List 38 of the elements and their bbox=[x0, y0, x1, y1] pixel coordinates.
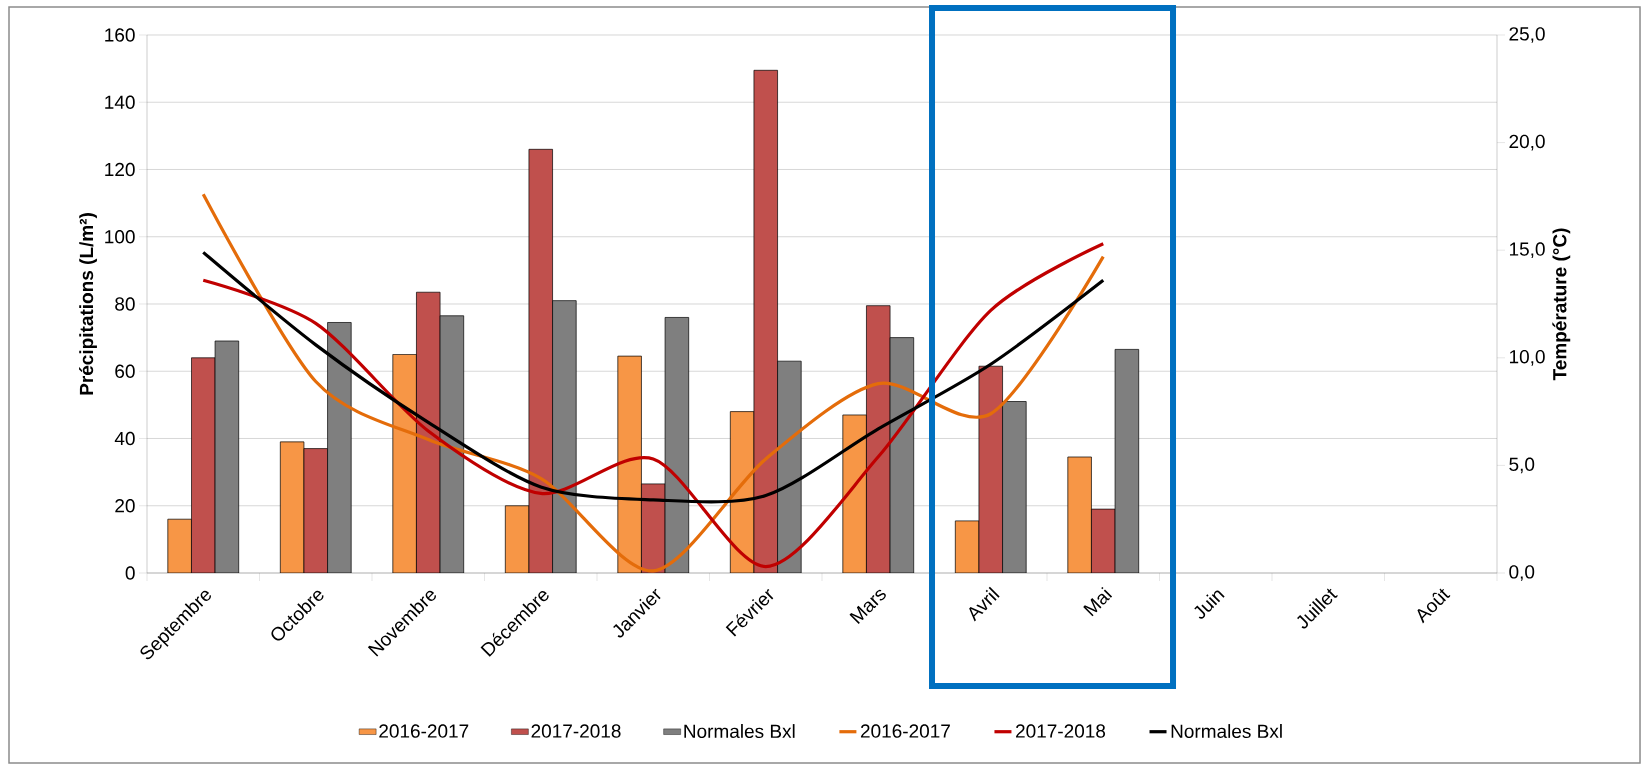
y2-tick-label: 25,0 bbox=[1509, 27, 1545, 43]
bar bbox=[167, 518, 192, 573]
bar bbox=[617, 355, 642, 573]
y-axis-title: Précipitations (L/m²) bbox=[79, 213, 97, 395]
y-tick-label: 0 bbox=[125, 566, 135, 580]
legend-label: Normales Bxl bbox=[684, 724, 795, 739]
y2-tick-label: 5,0 bbox=[1509, 457, 1535, 474]
x-tick-label: Mai bbox=[1083, 586, 1113, 617]
legend-label: Normales Bxl bbox=[1171, 724, 1282, 739]
bar bbox=[842, 414, 867, 573]
y-tick-label: 60 bbox=[115, 364, 135, 378]
y2-tick-label: 20,0 bbox=[1509, 134, 1545, 151]
y-tick-label: 80 bbox=[115, 297, 135, 311]
legend-label: 2017-2018 bbox=[1016, 724, 1106, 738]
y-tick-label: 40 bbox=[114, 431, 135, 446]
legend-label: 2017-2018 bbox=[531, 724, 621, 738]
bar bbox=[392, 354, 417, 573]
bar bbox=[1067, 456, 1092, 573]
bar bbox=[303, 448, 328, 573]
bar bbox=[978, 365, 1003, 573]
x-tick-label: Juin bbox=[1194, 590, 1225, 619]
y2-axis-title: Température (°C) bbox=[1552, 228, 1571, 381]
y-tick-label: 140 bbox=[105, 95, 135, 109]
y2-tick-label: 10,0 bbox=[1509, 349, 1545, 366]
y-tick-label: 20 bbox=[115, 499, 135, 513]
legend-label: 2016-2017 bbox=[379, 724, 469, 738]
y2-tick-label: 0,0 bbox=[1509, 565, 1535, 581]
y-tick-label: 100 bbox=[105, 230, 135, 244]
bar bbox=[753, 69, 778, 573]
bar bbox=[1091, 508, 1116, 573]
bar bbox=[279, 441, 305, 573]
bar bbox=[191, 357, 216, 573]
y-tick-label: 160 bbox=[105, 28, 135, 42]
legend-label: 2016-2017 bbox=[860, 724, 950, 738]
bar bbox=[528, 148, 553, 573]
y-tick-label: 120 bbox=[105, 162, 135, 177]
bar bbox=[504, 505, 530, 573]
y2-tick-label: 15,0 bbox=[1509, 242, 1545, 259]
